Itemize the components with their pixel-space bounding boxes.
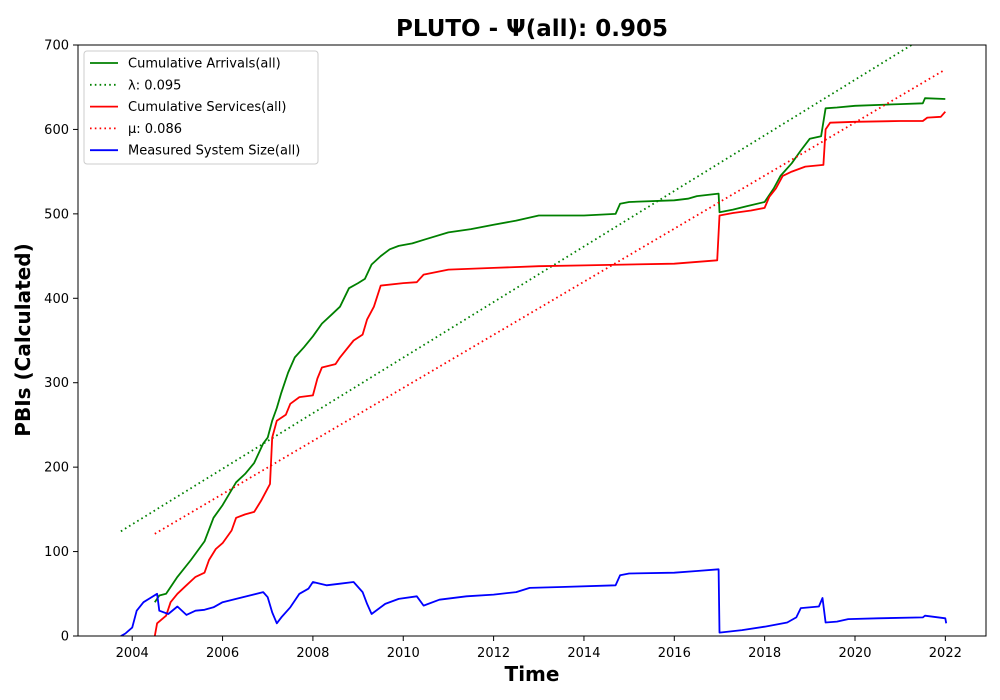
x-tick-label: 2020 xyxy=(838,646,871,661)
x-axis-title: Time xyxy=(505,662,560,686)
y-tick-label: 0 xyxy=(61,630,69,645)
y-tick-label: 700 xyxy=(44,39,69,54)
x-axis: 2004 2006 2008 2010 2012 2014 2016 2018 2020 2022 xyxy=(116,636,962,661)
chart-title: PLUTO - Ψ(all): 0.905 xyxy=(396,16,668,42)
legend-label-4: μ: 0.086 xyxy=(128,122,182,137)
series-line-3 xyxy=(153,111,946,636)
y-tick-label: 400 xyxy=(44,292,69,307)
x-tick-label: 2008 xyxy=(296,646,329,661)
y-tick-label: 100 xyxy=(44,545,69,560)
y-tick-label: 600 xyxy=(44,123,69,138)
y-tick-label: 500 xyxy=(44,207,69,222)
y-tick-label: 200 xyxy=(44,461,69,476)
series-line-1 xyxy=(154,97,946,603)
plot-lines xyxy=(120,45,948,636)
x-tick-label: 2006 xyxy=(206,646,239,661)
y-axis-title: PBIs (Calculated) xyxy=(11,243,35,436)
legend-label-3: Cumulative Services(all) xyxy=(128,100,286,115)
x-tick-label: 2018 xyxy=(748,646,781,661)
x-tick-label: 2014 xyxy=(567,646,600,661)
series-line-5 xyxy=(120,568,948,636)
series-line-2 xyxy=(120,45,912,533)
series-line-4 xyxy=(154,68,946,535)
x-tick-label: 2022 xyxy=(929,646,962,661)
legend-label-2: λ: 0.095 xyxy=(128,78,181,93)
x-tick-label: 2010 xyxy=(387,646,420,661)
legend-box xyxy=(83,50,319,165)
legend-label-5: Measured System Size(all) xyxy=(128,144,300,159)
x-tick-label: 2012 xyxy=(477,646,510,661)
y-tick-label: 300 xyxy=(44,376,69,391)
x-tick-label: 2004 xyxy=(116,646,149,661)
legend-label-1: Cumulative Arrivals(all) xyxy=(128,57,281,72)
legend: Cumulative Arrivals(all) λ: 0.095 Cumulati… xyxy=(83,50,319,165)
x-tick-label: 2016 xyxy=(658,646,691,661)
plot-frame xyxy=(77,44,987,637)
y-axis: 0 100 200 300 400 500 600 700 xyxy=(44,39,78,645)
